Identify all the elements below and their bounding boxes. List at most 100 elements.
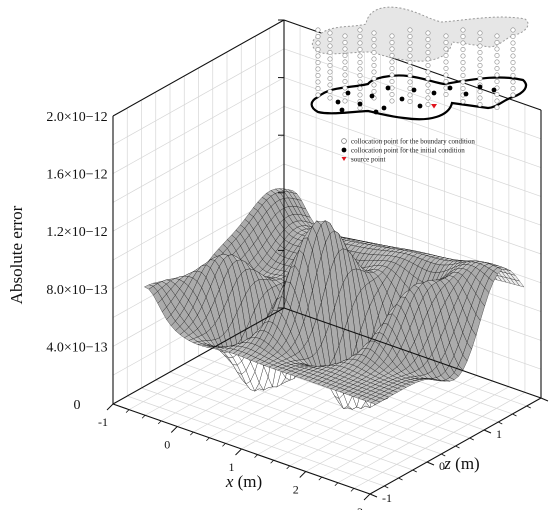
boundary-point	[425, 76, 431, 82]
boundary-point	[494, 105, 500, 111]
boundary-point	[327, 76, 333, 82]
boundary-point	[510, 79, 516, 85]
boundary-point	[477, 36, 483, 42]
boundary-point	[425, 36, 431, 42]
z-depth-tick-label: -1	[382, 491, 392, 505]
boundary-point	[510, 33, 516, 39]
boundary-point	[389, 98, 395, 104]
initial-point	[385, 85, 391, 91]
error-tick-label: 8.0×10−13	[46, 283, 107, 298]
boundary-point	[494, 52, 500, 58]
boundary-point	[407, 40, 413, 46]
boundary-point	[425, 82, 431, 88]
boundary-point	[357, 27, 363, 33]
boundary-point	[443, 33, 449, 39]
boundary-point	[342, 59, 348, 65]
boundary-point	[443, 92, 449, 98]
initial-point-marker	[341, 147, 347, 153]
initial-point	[339, 107, 345, 113]
boundary-point	[342, 85, 348, 91]
z-depth-tick-label: 0	[439, 459, 445, 473]
source-point	[431, 104, 437, 109]
boundary-point-marker	[341, 138, 347, 144]
boundary-point	[460, 40, 466, 46]
boundary-point	[443, 79, 449, 85]
boundary-point	[460, 79, 466, 85]
boundary-point	[357, 66, 363, 72]
inset-legend: collocation point for the boundary condi…	[341, 138, 475, 164]
boundary-point	[494, 72, 500, 78]
boundary-point	[357, 73, 363, 79]
boundary-point	[443, 59, 449, 65]
boundary-point	[443, 46, 449, 52]
boundary-point	[477, 30, 483, 36]
boundary-point	[371, 30, 377, 36]
boundary-point	[327, 82, 333, 88]
boundary-point	[407, 66, 413, 72]
boundary-point	[342, 72, 348, 78]
boundary-point	[425, 43, 431, 49]
initial-point	[463, 91, 469, 97]
boundary-point	[371, 62, 377, 68]
boundary-point	[371, 82, 377, 88]
boundary-point	[389, 66, 395, 72]
boundary-point	[315, 59, 321, 65]
boundary-point	[460, 33, 466, 39]
boundary-point	[315, 73, 321, 79]
x-tick-label: -1	[98, 415, 108, 429]
boundary-point	[371, 89, 377, 95]
boundary-point	[342, 33, 348, 39]
boundary-point	[407, 27, 413, 33]
y-axis-label: z (m)	[443, 454, 479, 473]
boundary-point	[443, 85, 449, 91]
boundary-point	[443, 72, 449, 78]
boundary-point	[425, 30, 431, 36]
boundary-point	[357, 105, 363, 111]
boundary-point	[494, 46, 500, 52]
boundary-point	[510, 73, 516, 79]
error-tick-label: 1.2×10−12	[46, 225, 107, 240]
boundary-point	[357, 40, 363, 46]
initial-point	[417, 103, 423, 109]
boundary-point	[357, 33, 363, 39]
boundary-point	[477, 49, 483, 55]
boundary-point	[477, 95, 483, 101]
boundary-point	[425, 102, 431, 108]
boundary-point	[342, 52, 348, 58]
boundary-point	[477, 43, 483, 49]
boundary-point	[327, 95, 333, 101]
legend-boundary: collocation point for the boundary condi…	[351, 138, 475, 146]
boundary-point	[371, 69, 377, 75]
error-tick-label: 4.0×10−13	[46, 340, 107, 355]
boundary-point	[494, 92, 500, 98]
boundary-point	[389, 33, 395, 39]
initial-point	[411, 87, 417, 93]
tick-labels: -10123-101204.0×10−138.0×10−131.2×10−121…	[46, 19, 549, 510]
initial-point	[491, 87, 497, 93]
boundary-point	[460, 46, 466, 52]
boundary-point	[494, 59, 500, 65]
initial-point	[357, 101, 363, 107]
boundary-point	[494, 98, 500, 104]
boundary-point	[357, 59, 363, 65]
initial-point	[335, 99, 341, 105]
boundary-point	[425, 89, 431, 95]
initial-point	[477, 84, 483, 90]
boundary-point	[357, 53, 363, 59]
boundary-point	[407, 92, 413, 98]
boundary-point	[315, 40, 321, 46]
boundary-point	[425, 95, 431, 101]
boundary-point	[357, 79, 363, 85]
boundary-point	[494, 79, 500, 85]
boundary-point	[443, 39, 449, 45]
boundary-point	[407, 33, 413, 39]
boundary-point	[371, 76, 377, 82]
boundary-point	[407, 79, 413, 85]
boundary-point	[327, 56, 333, 62]
initial-point	[345, 90, 351, 96]
boundary-point	[425, 69, 431, 75]
z-depth-tick-label: 1	[496, 427, 502, 441]
boundary-point	[425, 49, 431, 55]
boundary-point	[342, 46, 348, 52]
